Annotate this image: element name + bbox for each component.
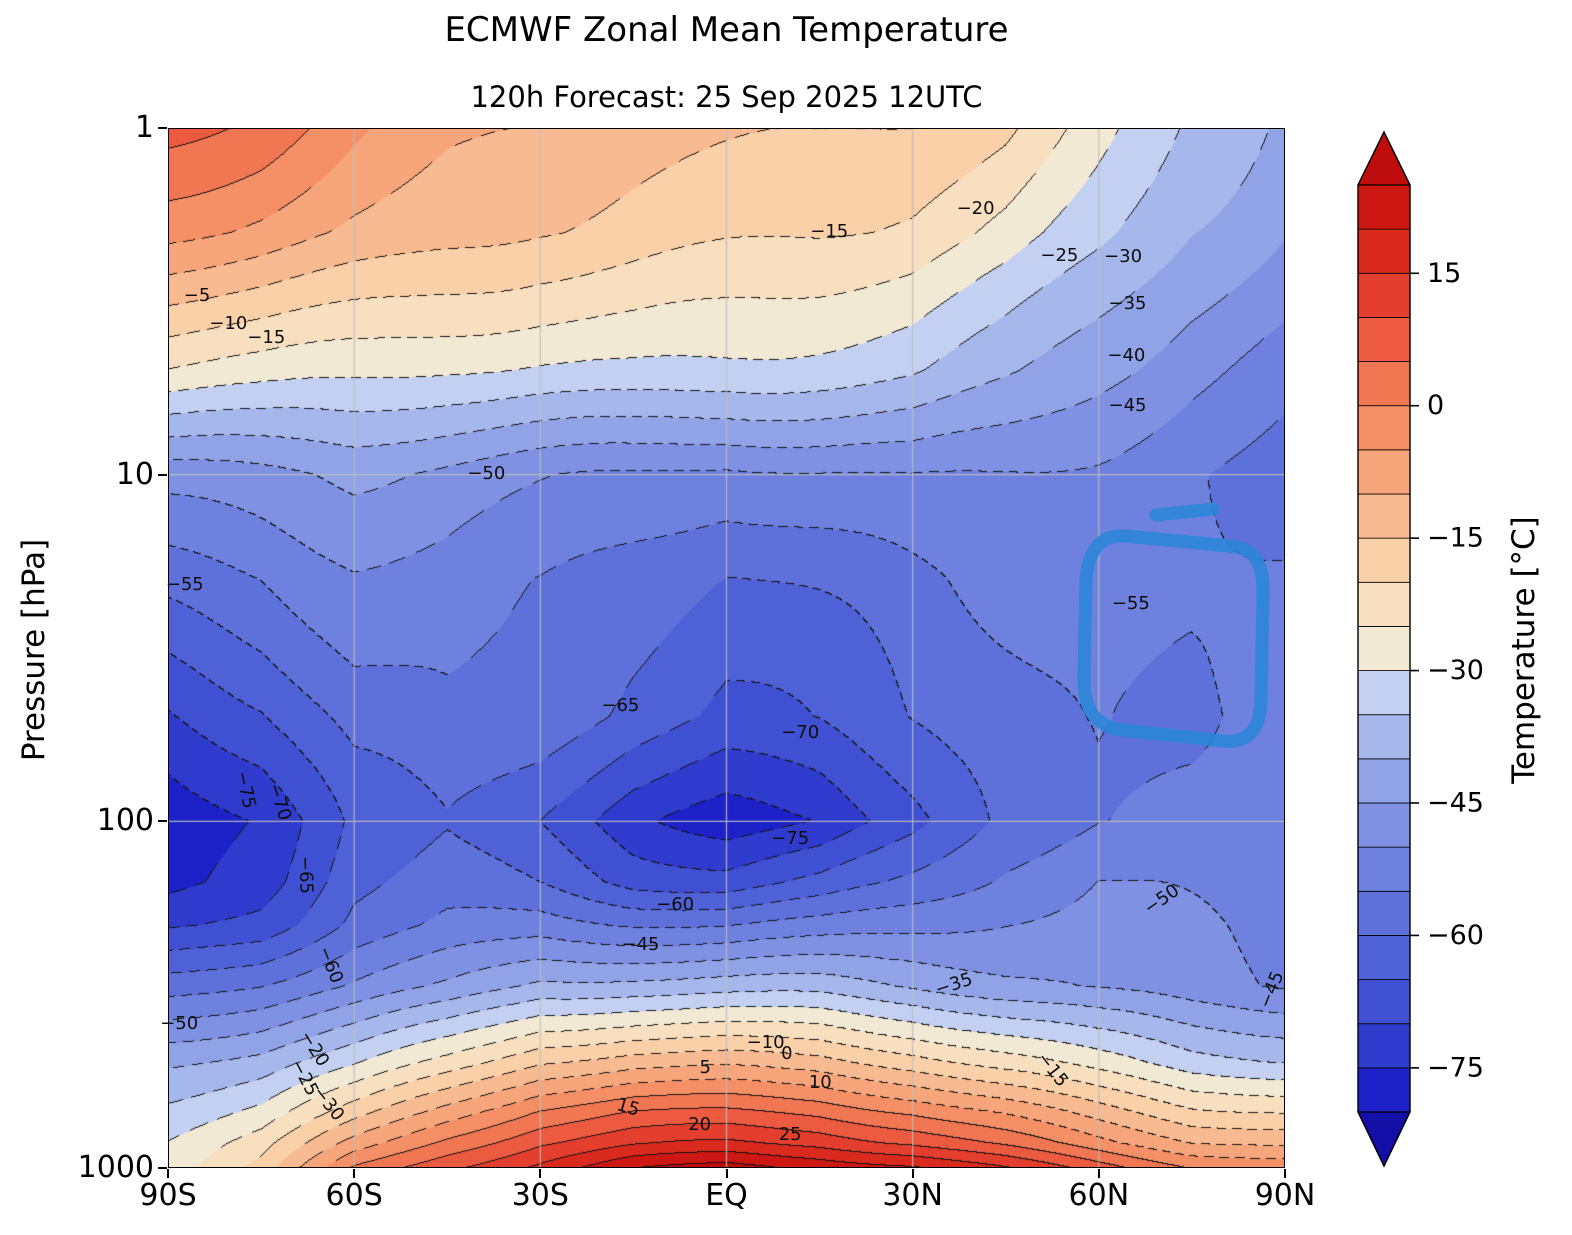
contour-label: −50 [160, 1013, 199, 1035]
colorbar-band [1357, 449, 1411, 495]
contour-label: 20 [688, 1114, 712, 1136]
plot-title: ECMWF Zonal Mean Temperature [444, 10, 1009, 50]
x-tick-label: 30S [511, 1178, 569, 1213]
contour-label: 5 [699, 1057, 711, 1079]
contour-label: −50 [467, 463, 506, 485]
contour-label: −15 [810, 221, 849, 242]
colorbar-band [1357, 758, 1411, 804]
x-tick-mark [1097, 1169, 1100, 1178]
colorbar-tick-label: 0 [1427, 390, 1444, 421]
contour-label: −45 [621, 934, 660, 956]
x-tick-label: 90N [1254, 1178, 1316, 1213]
contour-label: 25 [778, 1123, 802, 1145]
colorbar-outline [1357, 130, 1411, 1168]
x-tick-label: 30N [882, 1178, 943, 1213]
colorbar-tick-label: −45 [1427, 788, 1484, 819]
colorbar-band [1357, 626, 1411, 671]
colorbar-band [1357, 361, 1411, 407]
x-tick-mark [725, 1169, 728, 1178]
colorbar-band [1357, 1023, 1411, 1069]
colorbar-tick-label: −75 [1427, 1052, 1484, 1083]
colorbar-band [1357, 537, 1411, 583]
contour-label: −10 [209, 312, 248, 334]
y-tick-mark [158, 127, 167, 129]
contour-label: −35 [1108, 292, 1147, 314]
colorbar-label-wrap: Temperature [°C] [1494, 0, 1554, 1235]
contour-label: −20 [956, 198, 995, 220]
contour-label: −25 [1040, 244, 1079, 266]
colorbar-band [1357, 714, 1411, 760]
contour-label: 0 [781, 1042, 793, 1064]
colorbar-band [1357, 846, 1411, 892]
colorbar-band [1357, 802, 1411, 848]
y-tick-label: 100 [96, 803, 154, 839]
contour-label: 10 [808, 1071, 832, 1093]
y-tick-label: 1 [134, 109, 154, 145]
x-tick-label: EQ [705, 1178, 748, 1213]
colorbar-label: Temperature [°C] [1506, 516, 1542, 784]
y-tick-label: 10 [115, 456, 154, 492]
contour-label: −45 [1108, 394, 1147, 416]
contour-label: −75 [771, 828, 810, 850]
contour-label: −40 [1107, 344, 1146, 366]
contour-label: −15 [247, 327, 286, 349]
x-tick-mark [167, 1169, 169, 1178]
contour-label: −5 [183, 285, 211, 307]
colorbar-band [1357, 890, 1411, 936]
contour-label: −55 [165, 573, 204, 595]
contour-label: −55 [1111, 593, 1150, 615]
colorbar-band [1357, 670, 1411, 716]
colorbar-band [1357, 935, 1411, 980]
colorbar-tick-label: −30 [1427, 655, 1484, 686]
y-axis: Pressure [hPa] [4, 0, 64, 1235]
colorbar-band [1357, 979, 1411, 1025]
colorbar-band [1357, 581, 1411, 627]
contour-label: −10 [746, 1032, 785, 1054]
colorbar-band [1357, 1067, 1411, 1113]
y-tick-label: 1000 [77, 1149, 154, 1185]
colorbar-under-arrow [1357, 1111, 1411, 1168]
plot-area: −5 −10 −15 −15 −20 −25 −30 −35 −40 −45 −50 −55 −55 −6… [160, 128, 1288, 1168]
y-axis-title: Pressure [hPa] [16, 538, 53, 762]
x-tick-mark [539, 1169, 542, 1178]
colorbar-tick-label: 15 [1427, 258, 1461, 289]
colorbar: 15 0 −15 −30 −45 −60 −75 [1357, 130, 1484, 1168]
contour-label: −30 [1104, 245, 1143, 267]
plot-subtitle: 120h Forecast: 25 Sep 2025 12UTC [470, 80, 983, 114]
colorbar-band [1357, 272, 1411, 318]
x-tick-mark [911, 1169, 914, 1178]
colorbar-band [1357, 493, 1411, 539]
colorbar-tick-label: −60 [1427, 920, 1484, 951]
x-tick-mark [1284, 1169, 1286, 1178]
x-tick-mark [353, 1169, 356, 1178]
colorbar-band [1357, 228, 1411, 274]
colorbar-over-arrow [1357, 130, 1411, 186]
contour-label: −70 [781, 722, 820, 744]
colorbar-band [1357, 317, 1411, 362]
y-tick-mark [158, 473, 167, 476]
contour-label: −65 [601, 695, 640, 717]
x-tick-label: 90S [139, 1178, 197, 1213]
y-tick-mark [158, 820, 167, 823]
y-tick-mark [158, 1167, 167, 1169]
x-tick-label: 60N [1068, 1178, 1130, 1213]
contour-label: −65 [294, 855, 318, 895]
contour-label: −60 [656, 893, 695, 915]
colorbar-band [1357, 184, 1411, 230]
contour-plot-canvas [168, 128, 1285, 1168]
colorbar-tick-label: −15 [1427, 523, 1484, 554]
colorbar-band [1357, 405, 1411, 451]
x-tick-label: 60S [325, 1178, 383, 1213]
